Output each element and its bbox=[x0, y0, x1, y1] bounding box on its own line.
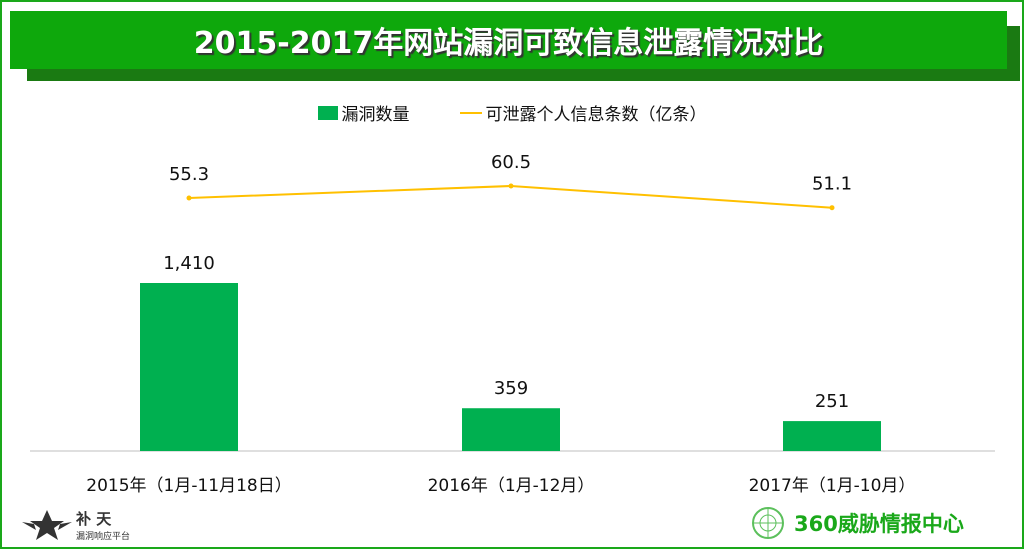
category-label: 2015年（1月-11月18日） bbox=[86, 476, 291, 496]
bar bbox=[140, 283, 238, 451]
chart-title: 2015-2017年网站漏洞可致信息泄露情况对比 bbox=[10, 11, 1007, 69]
butian-logo: 补 天漏洞响应平台 bbox=[22, 508, 130, 542]
line-label: 60.5 bbox=[491, 152, 531, 173]
legend: 漏洞数量 可泄露个人信息条数（亿条） bbox=[0, 100, 1024, 125]
line-label: 55.3 bbox=[169, 164, 209, 185]
legend-swatch-bar bbox=[317, 105, 338, 120]
line-label: 51.1 bbox=[812, 174, 852, 195]
line-point bbox=[508, 183, 514, 189]
bar-label: 1,410 bbox=[163, 253, 215, 274]
line-series bbox=[188, 184, 833, 209]
bar bbox=[783, 421, 881, 451]
category-label: 2016年（1月-12月） bbox=[428, 476, 595, 496]
globe-icon bbox=[752, 507, 784, 539]
butian-sub: 漏洞响应平台 bbox=[76, 532, 131, 542]
bar-label: 359 bbox=[494, 378, 528, 399]
legend-item-bar: 漏洞数量 bbox=[317, 100, 410, 125]
legend-item-line: 可泄露个人信息条数（亿条） bbox=[459, 100, 707, 125]
line-point bbox=[186, 195, 192, 201]
category-label: 2017年（1月-10月） bbox=[749, 476, 916, 496]
line-point bbox=[829, 205, 835, 211]
bar bbox=[462, 408, 560, 451]
threat-center-name: 360威胁情报中心 bbox=[794, 512, 964, 536]
star-wings-icon bbox=[22, 510, 72, 540]
legend-swatch-line bbox=[459, 111, 482, 114]
bar-label: 251 bbox=[815, 391, 849, 412]
legend-label-bar: 漏洞数量 bbox=[341, 105, 410, 125]
legend-label-line: 可泄露个人信息条数（亿条） bbox=[485, 105, 707, 125]
butian-name: 补 天 bbox=[76, 510, 112, 528]
threat-center-logo: 360威胁情报中心 bbox=[748, 502, 964, 544]
